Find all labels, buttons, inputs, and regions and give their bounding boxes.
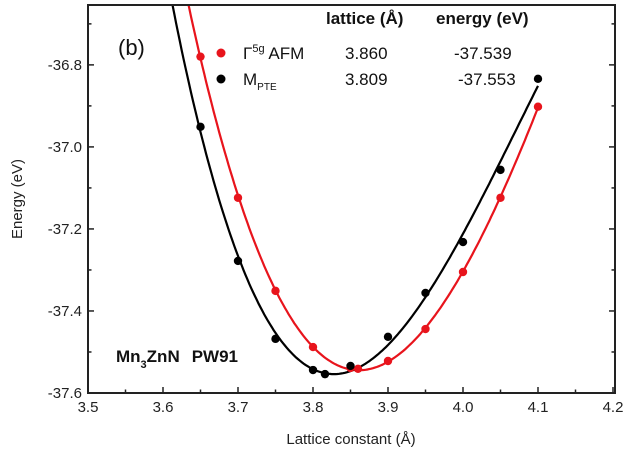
y-tick-label: -37.6	[48, 385, 82, 402]
data-point-1	[383, 332, 393, 342]
legend-header-lattice: lattice (Å)	[326, 9, 403, 28]
data-point-1	[320, 369, 330, 379]
legend: lattice (Å) energy (eV) Γ5g AFM 3.860 -3…	[216, 9, 529, 93]
x-tick-labels: 3.5 3.6 3.7 3.8 3.9 4.0 4.1 4.2	[78, 399, 624, 416]
y-tick-label: -37.0	[48, 139, 82, 156]
data-point-1	[271, 334, 280, 344]
legend-header-energy: energy (eV)	[436, 9, 529, 28]
legend-label-mpte: MPTE	[243, 70, 277, 93]
data-point-1	[533, 74, 543, 84]
data-point-1	[421, 288, 430, 298]
data-point-0	[383, 356, 393, 366]
x-tick-label: 4.1	[528, 399, 549, 416]
x-tick-label: 3.5	[78, 399, 99, 416]
data-point-0	[196, 52, 205, 61]
legend-energy-mpte: -37.553	[458, 70, 516, 89]
legend-energy-gamma: -37.539	[454, 44, 512, 63]
data-point-0	[271, 286, 280, 296]
x-tick-label: 3.6	[153, 399, 174, 416]
legend-label-gamma: Γ5g AFM	[243, 43, 304, 63]
data-point-0	[496, 193, 505, 202]
data-point-0	[308, 342, 318, 352]
data-point-1	[458, 237, 468, 247]
y-axis-title: Energy (eV)	[9, 159, 26, 239]
y-tick-label: -37.2	[48, 221, 82, 238]
data-point-1	[233, 256, 243, 266]
legend-lattice-mpte: 3.809	[345, 70, 388, 89]
x-axis-title: Lattice constant (Å)	[286, 431, 415, 448]
y-tick-labels: -37.6 -37.4 -37.2 -37.0 -36.8	[48, 57, 82, 402]
plot-frame	[87, 4, 616, 394]
data-points	[196, 52, 543, 379]
x-tick-label: 4.0	[453, 399, 474, 416]
data-point-1	[346, 361, 355, 371]
data-point-1	[496, 165, 505, 175]
x-tick-label: 3.9	[378, 399, 399, 416]
panel-label: (b)	[118, 35, 145, 60]
data-point-0	[458, 267, 468, 277]
data-point-1	[308, 365, 318, 375]
data-point-0	[233, 193, 243, 202]
legend-marker-mpte	[216, 74, 226, 84]
axis-ticks	[87, 23, 615, 394]
y-tick-label: -37.4	[48, 303, 82, 320]
data-point-1	[196, 122, 205, 132]
data-point-0	[421, 324, 430, 334]
data-point-0	[353, 364, 363, 374]
x-tick-label: 4.2	[603, 399, 624, 416]
x-tick-label: 3.7	[228, 399, 249, 416]
data-point-0	[533, 102, 543, 111]
material-annotation: Mn3ZnN PW91	[116, 347, 238, 371]
legend-marker-gamma	[216, 48, 226, 58]
legend-lattice-gamma: 3.860	[345, 44, 388, 63]
y-tick-label: -36.8	[48, 57, 82, 74]
x-tick-label: 3.8	[303, 399, 324, 416]
